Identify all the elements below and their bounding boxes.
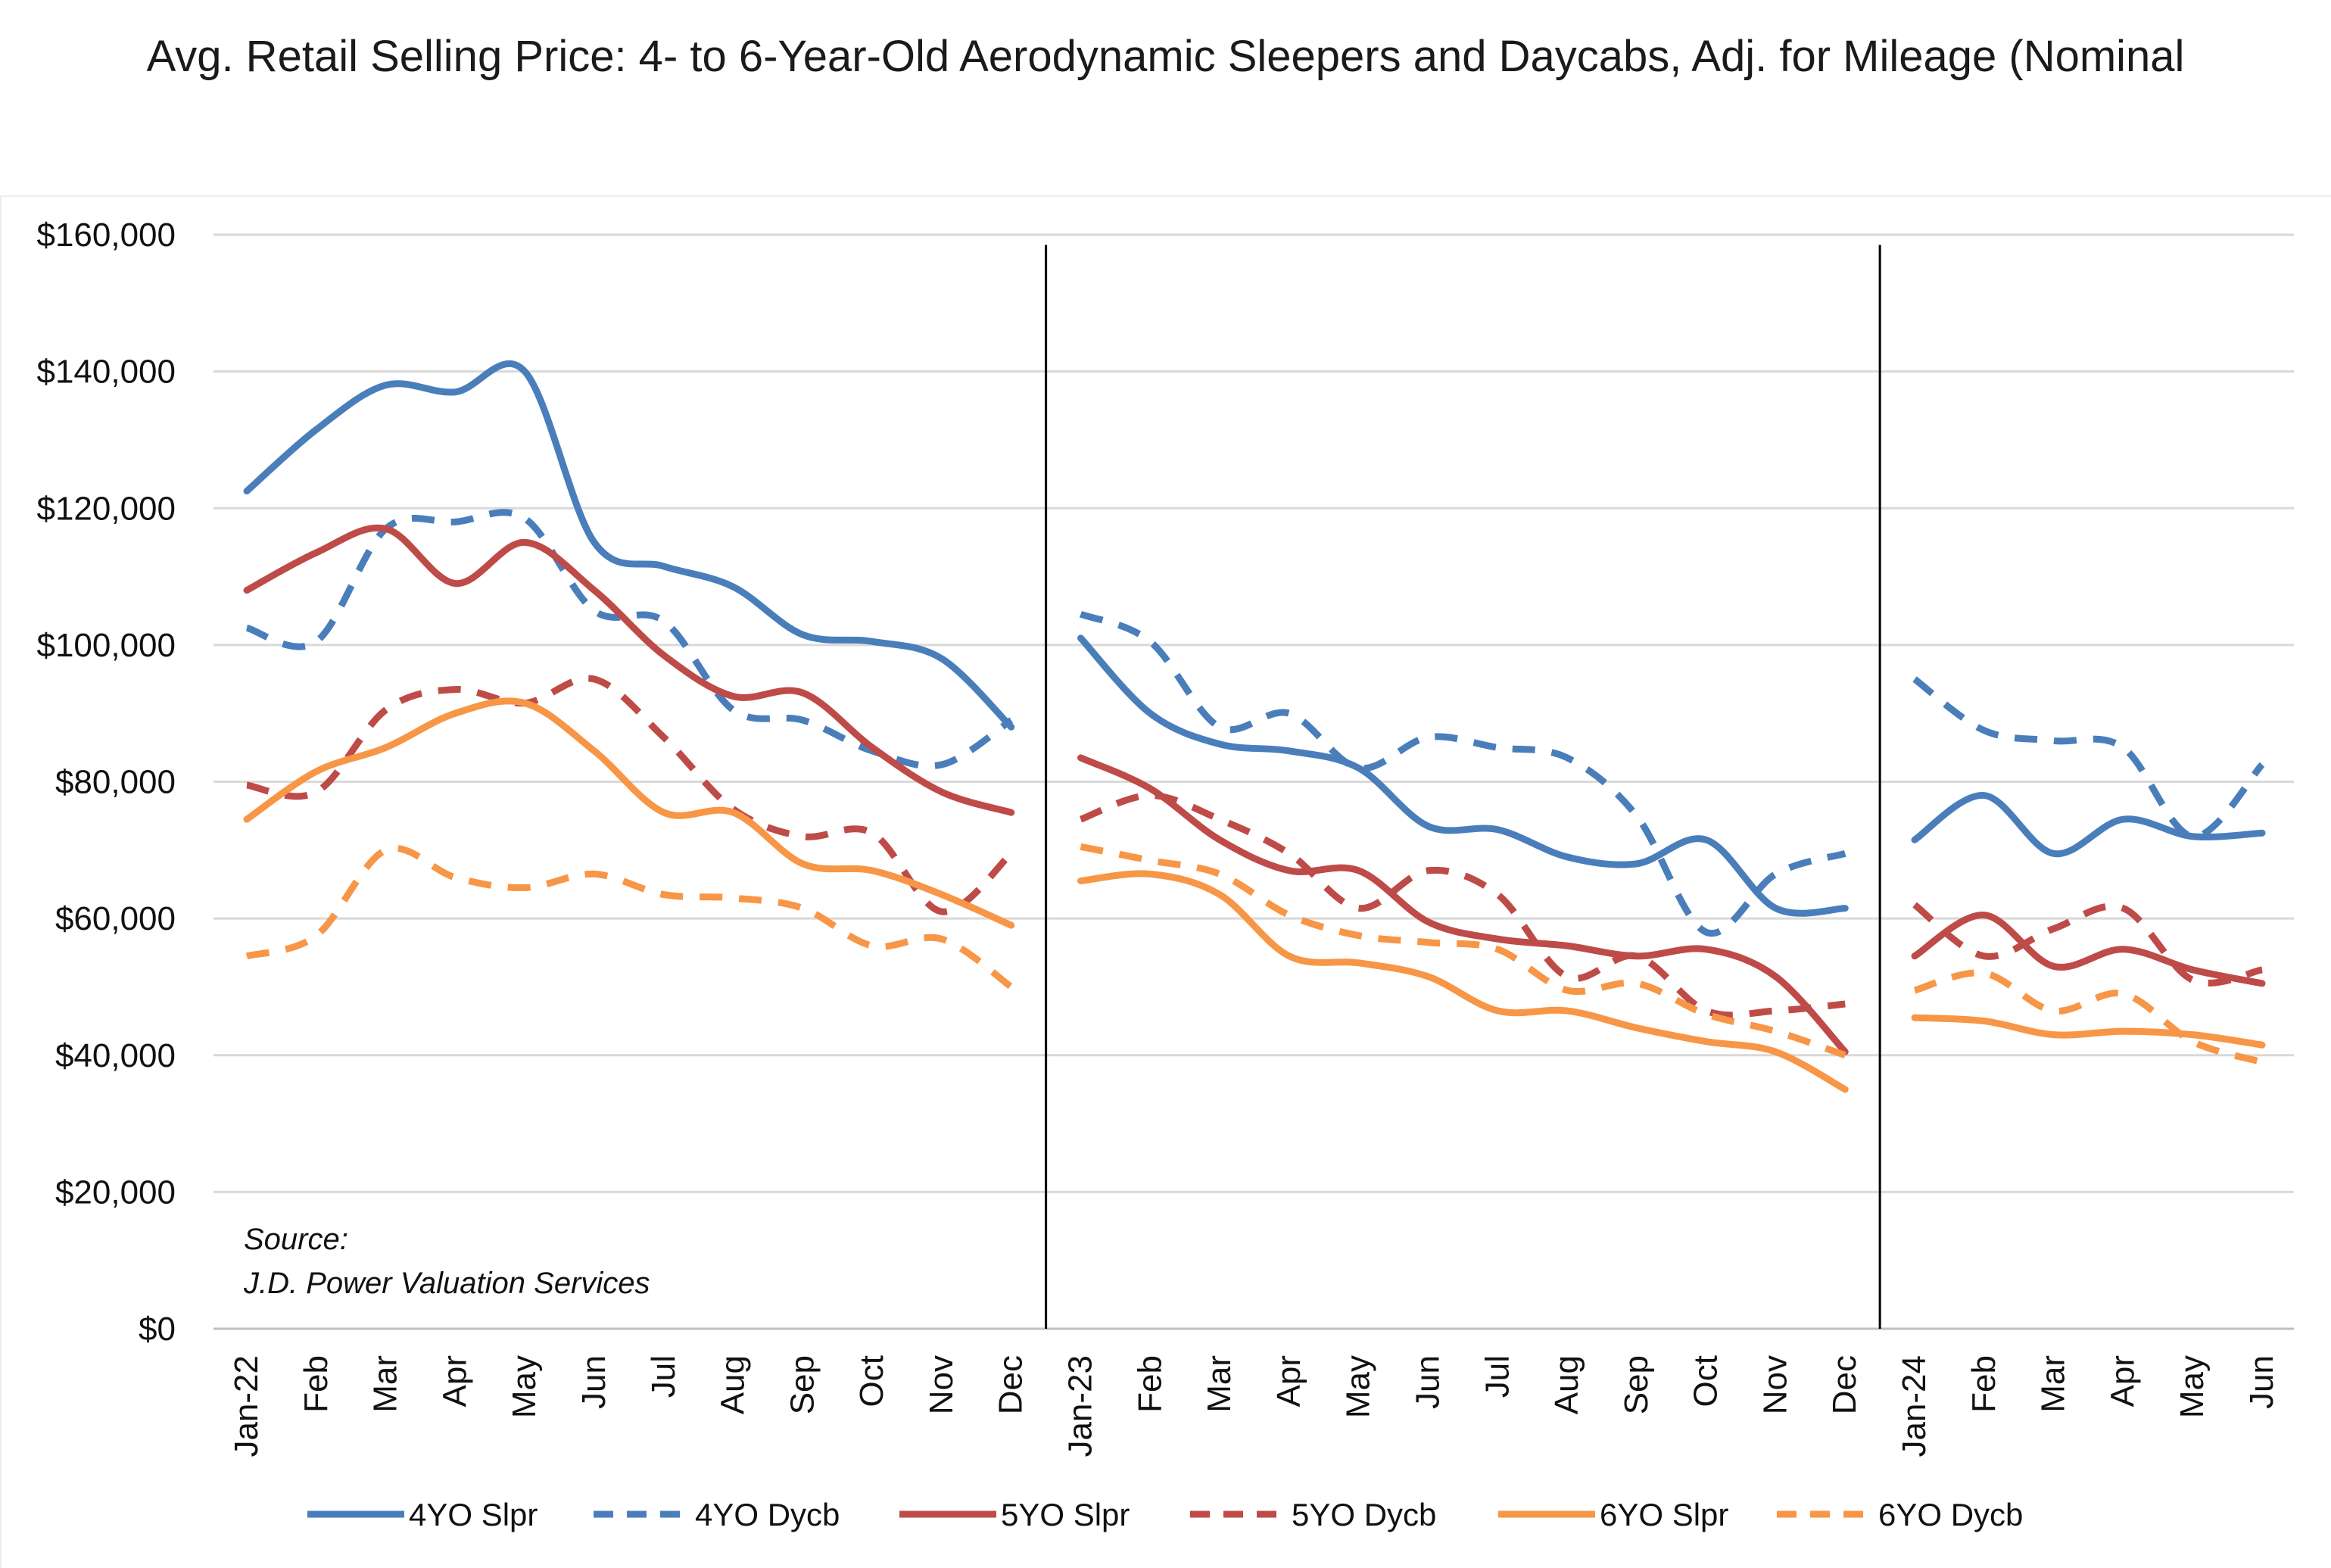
x-tick-label: Apr xyxy=(2104,1355,2141,1407)
series-line xyxy=(1911,792,2266,858)
series-4yo-slpr xyxy=(243,360,2266,917)
legend-item: 6YO Dycb xyxy=(1777,1497,2023,1532)
chart-title: Avg. Retail Selling Price: 4- to 6-Year-… xyxy=(146,32,2185,81)
x-tick-label: Mar xyxy=(2035,1355,2072,1413)
legend-item: 4YO Slpr xyxy=(307,1497,538,1532)
x-tick-label: Feb xyxy=(298,1355,335,1413)
y-axis-ticks: $0 $20,000 $40,000 $60,000 $80,000 $100,000 $1… xyxy=(36,217,176,1348)
legend-item: 5YO Dycb xyxy=(1190,1497,1436,1532)
x-tick-label: Nov xyxy=(923,1355,960,1414)
x-tick-label: Jan-23 xyxy=(1062,1355,1099,1457)
y-tick-label: $60,000 xyxy=(55,900,176,937)
x-tick-label: Jun xyxy=(575,1355,612,1409)
x-tick-label: Aug xyxy=(1548,1355,1585,1414)
x-tick-label: Sep xyxy=(784,1355,821,1414)
series-line xyxy=(1911,912,2266,987)
x-tick-label: Jun xyxy=(1409,1355,1446,1409)
x-tick-label: Feb xyxy=(1131,1355,1168,1413)
legend-item: 6YO Slpr xyxy=(1498,1497,1728,1532)
legend-label: 4YO Slpr xyxy=(409,1497,538,1532)
legend-label: 6YO Dycb xyxy=(1878,1497,2023,1532)
legend: 4YO Slpr 4YO Dycb 5YO Slpr 5YO Dycb 6YO Slpr… xyxy=(307,1497,2023,1532)
series-line xyxy=(243,360,1015,731)
series-line xyxy=(246,675,1014,915)
x-tick-label: Apr xyxy=(1270,1355,1307,1407)
series-line xyxy=(1912,902,2263,987)
x-tick-label: Feb xyxy=(1965,1355,2002,1413)
legend-label: 5YO Dycb xyxy=(1292,1497,1436,1532)
series-line xyxy=(243,697,1015,929)
series-line xyxy=(1079,610,1846,937)
y-tick-label: $100,000 xyxy=(36,627,176,664)
x-tick-label: Dec xyxy=(993,1355,1030,1414)
series-6yo-slpr xyxy=(243,697,2266,1093)
x-tick-label: Mar xyxy=(1201,1355,1238,1413)
gridlines xyxy=(213,233,2294,1330)
y-tick-label: $140,000 xyxy=(36,354,176,391)
x-tick-label: Oct xyxy=(1687,1355,1725,1407)
x-tick-label: May xyxy=(2174,1355,2211,1418)
y-tick-label: $20,000 xyxy=(55,1174,176,1211)
series-line xyxy=(1077,634,1849,917)
x-tick-label: Mar xyxy=(367,1355,404,1413)
source-line-2: J.D. Power Valuation Services xyxy=(243,1267,650,1300)
series-5yo-slpr xyxy=(243,524,2266,1055)
y-tick-label: $120,000 xyxy=(36,490,176,527)
series-line xyxy=(1911,1014,2266,1049)
x-tick-label: Apr xyxy=(436,1355,473,1407)
series-line xyxy=(1077,870,1849,1093)
x-tick-label: Sep xyxy=(1618,1355,1655,1414)
y-tick-label: $80,000 xyxy=(55,764,176,801)
series-line xyxy=(1077,754,1849,1055)
segment-separators xyxy=(1045,245,1881,1329)
legend-label: 4YO Dycb xyxy=(695,1497,840,1532)
x-tick-label: Jul xyxy=(1479,1355,1516,1398)
plot-frame xyxy=(0,195,2331,1568)
x-tick-label: Jun xyxy=(2243,1355,2280,1409)
series-line xyxy=(1079,792,1846,1019)
x-tick-label: Aug xyxy=(715,1355,752,1414)
series-6yo-dycb xyxy=(245,843,2264,1066)
legend-label: 6YO Slpr xyxy=(1600,1497,1728,1532)
series-5yo-dycb xyxy=(246,675,2263,1019)
legend-item: 5YO Slpr xyxy=(899,1497,1130,1532)
x-tick-label: Jan-24 xyxy=(1896,1355,1933,1457)
series-line xyxy=(245,509,1014,770)
series-line xyxy=(1912,676,2265,840)
x-tick-label: Dec xyxy=(1826,1355,1863,1414)
series-line xyxy=(243,524,1015,816)
series-4yo-dycb xyxy=(245,509,2265,937)
y-tick-label: $0 xyxy=(139,1311,176,1348)
x-tick-label: May xyxy=(1340,1355,1377,1418)
x-tick-label: Jul xyxy=(645,1355,682,1398)
source-note: Source: J.D. Power Valuation Services xyxy=(243,1223,650,1300)
x-axis-ticks: Jan-22 Feb Mar Apr May Jun Jul Aug Sep Oct Nov Dec J… xyxy=(228,1355,2280,1457)
legend-item: 4YO Dycb xyxy=(594,1497,840,1532)
y-tick-label: $160,000 xyxy=(36,217,176,254)
x-tick-label: Jan-22 xyxy=(228,1355,265,1457)
x-tick-label: May xyxy=(506,1355,543,1418)
x-tick-label: Oct xyxy=(853,1355,890,1407)
x-tick-label: Nov xyxy=(1756,1355,1793,1414)
legend-label: 5YO Slpr xyxy=(1001,1497,1130,1532)
series-line xyxy=(1080,843,1846,1059)
source-line-1: Source: xyxy=(244,1223,348,1256)
y-tick-label: $40,000 xyxy=(55,1037,176,1074)
series-lines xyxy=(243,360,2266,1093)
